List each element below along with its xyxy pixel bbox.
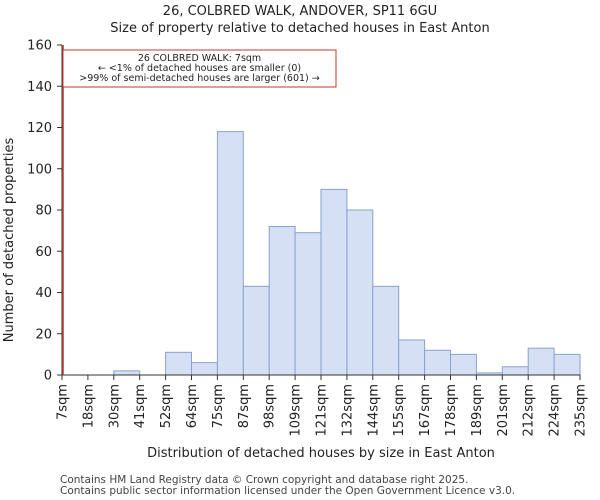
bar-167sqm bbox=[424, 349, 452, 376]
x-tick-label: 109sqm bbox=[289, 384, 304, 437]
x-tick-label: 132sqm bbox=[340, 384, 355, 437]
y-tick-label: 40 bbox=[35, 286, 52, 301]
bar-52sqm bbox=[165, 351, 193, 376]
bar-87sqm bbox=[242, 285, 270, 376]
annotation-line-2: ← <1% of detached houses are smaller (0) bbox=[98, 63, 301, 74]
y-tick-label: 80 bbox=[35, 204, 52, 219]
x-tick-label: 235sqm bbox=[574, 384, 589, 437]
annotation-line-1: 26 COLBRED WALK: 7sqm bbox=[138, 53, 261, 64]
bar-98sqm bbox=[268, 226, 296, 376]
x-tick-label: 52sqm bbox=[159, 384, 174, 428]
x-tick-label: 201sqm bbox=[496, 384, 511, 437]
x-tick-label: 30sqm bbox=[107, 384, 122, 428]
y-tick-labels: 0 20 40 60 80 100 120 140 160 bbox=[27, 39, 62, 384]
y-tick-label: 140 bbox=[27, 80, 52, 95]
x-tick-labels: 7sqm 18sqm 30sqm 41sqm 52sqm 64sqm 75sqm 87sqm 9… bbox=[56, 375, 589, 437]
x-tick-label: 189sqm bbox=[470, 384, 485, 437]
x-tick-label: 224sqm bbox=[548, 384, 563, 437]
x-tick-label: 121sqm bbox=[315, 384, 330, 437]
y-tick-label: 0 bbox=[44, 369, 52, 384]
bar-224sqm bbox=[553, 353, 581, 376]
y-axis-label: Number of detached properties bbox=[2, 138, 17, 343]
bar-75sqm bbox=[216, 131, 244, 376]
x-tick-label: 178sqm bbox=[444, 384, 459, 437]
bar-121sqm bbox=[320, 188, 348, 376]
x-tick-label: 41sqm bbox=[133, 384, 148, 428]
x-tick-label: 212sqm bbox=[522, 384, 537, 437]
y-tick-label: 160 bbox=[27, 39, 52, 54]
bar-109sqm bbox=[294, 232, 322, 376]
y-tick-label: 20 bbox=[35, 327, 52, 342]
bar-series bbox=[113, 131, 581, 376]
y-tick-label: 60 bbox=[35, 245, 52, 260]
x-tick-label: 87sqm bbox=[237, 384, 252, 428]
x-tick-label: 144sqm bbox=[366, 384, 381, 437]
y-tick-label: 120 bbox=[27, 121, 52, 136]
x-tick-label: 18sqm bbox=[81, 384, 96, 428]
chart-subtitle: Size of property relative to detached ho… bbox=[110, 21, 490, 36]
x-tick-label: 64sqm bbox=[185, 384, 200, 428]
bar-132sqm bbox=[346, 209, 374, 376]
bar-155sqm bbox=[398, 339, 426, 376]
bar-201sqm bbox=[501, 366, 529, 376]
chart-title: 26, COLBRED WALK, ANDOVER, SP11 6GU bbox=[162, 4, 438, 19]
annotation-border bbox=[62, 49, 337, 88]
x-tick-label: 167sqm bbox=[418, 384, 433, 437]
y-tick-label: 100 bbox=[27, 162, 52, 177]
bar-178sqm bbox=[450, 353, 477, 376]
x-tick-label: 7sqm bbox=[56, 384, 71, 420]
x-axis-label: Distribution of detached houses by size … bbox=[147, 446, 495, 461]
bar-64sqm bbox=[191, 362, 218, 376]
x-tick-label: 98sqm bbox=[263, 384, 278, 428]
annotation-box: 26 COLBRED WALK: 7sqm ← <1% of detached … bbox=[62, 49, 337, 88]
bar-212sqm bbox=[527, 347, 555, 376]
bar-30sqm bbox=[113, 370, 141, 376]
x-tick-label: 155sqm bbox=[392, 384, 407, 437]
bar-144sqm bbox=[372, 285, 400, 376]
x-tick-label: 75sqm bbox=[211, 384, 226, 428]
annotation-line-3: >99% of semi-detached houses are larger … bbox=[79, 73, 320, 84]
footer-licence: Contains public sector information licen… bbox=[60, 485, 516, 497]
histogram-chart: 0 20 40 60 80 100 120 140 160 7sqm 18sqm 30sqm 41sq… bbox=[2, 39, 589, 462]
footer-copyright: Contains HM Land Registry data © Crown c… bbox=[60, 474, 469, 486]
